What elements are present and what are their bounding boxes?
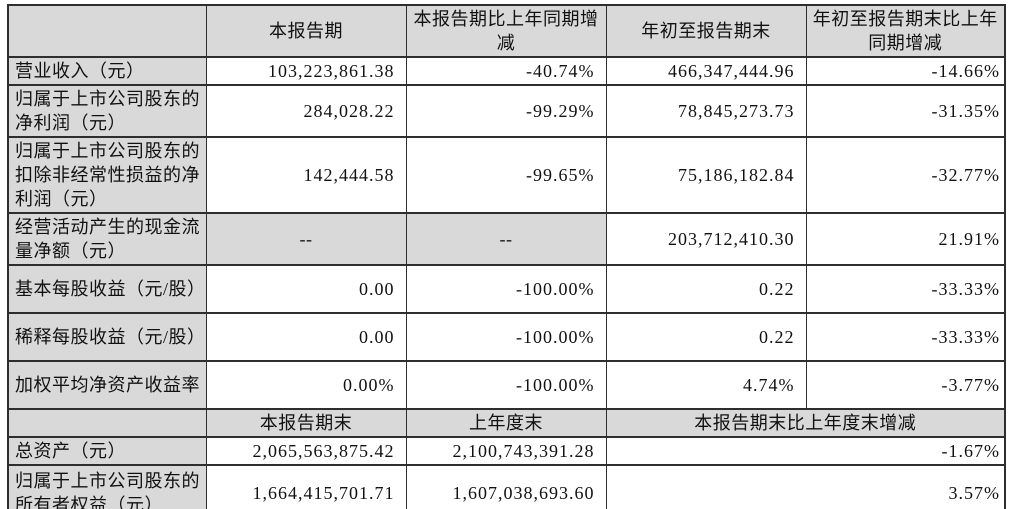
col-header-prior-year-end: 上年度末 — [405, 408, 607, 438]
row-label: 基本每股收益（元/股） — [7, 264, 207, 314]
table-row: 归属于上市公司股东的扣除非经常性损益的净利润（元） 142,444.58 -99… — [7, 136, 1006, 214]
table-row: 经营活动产生的现金流量净额（元） -- -- 203,712,410.30 21… — [7, 212, 1006, 266]
table-row: 稀释每股收益（元/股） 0.00 -100.00% 0.22 -33.33% — [7, 312, 1006, 362]
row-label: 稀释每股收益（元/股） — [7, 312, 207, 362]
cell-value: 284,028.22 — [205, 84, 407, 138]
cell-not-applicable: -- — [205, 212, 407, 266]
cell-value: 4.74% — [605, 360, 807, 410]
cell-value: 78,845,273.73 — [605, 84, 807, 138]
table-row: 归属于上市公司股东的净利润（元） 284,028.22 -99.29% 78,8… — [7, 84, 1006, 138]
cell-value: 2,065,563,875.42 — [205, 436, 407, 466]
financial-summary-table: 本报告期 本报告期比上年同期增减 年初至报告期末 年初至报告期末比上年同期增减 … — [7, 4, 1006, 509]
cell-value: 21.91% — [805, 212, 1006, 266]
header-row-period: 本报告期 本报告期比上年同期增减 年初至报告期末 年初至报告期末比上年同期增减 — [7, 4, 1006, 58]
cell-value: -3.77% — [805, 360, 1006, 410]
cell-value: 75,186,182.84 — [605, 136, 807, 214]
table-row: 归属于上市公司股东的所有者权益（元） 1,664,415,701.71 1,60… — [7, 464, 1006, 509]
cell-value: 103,223,861.38 — [205, 56, 407, 86]
cell-not-applicable: -- — [405, 212, 607, 266]
table-row: 加权平均净资产收益率 0.00% -100.00% 4.74% -3.77% — [7, 360, 1006, 410]
col-header-period-end-change: 本报告期末比上年度末增减 — [605, 408, 1006, 438]
col-header-ytd-change: 年初至报告期末比上年同期增减 — [805, 4, 1006, 58]
cell-value: 1,607,038,693.60 — [405, 464, 607, 509]
col-header-ytd: 年初至报告期末 — [605, 4, 807, 58]
cell-value: 0.22 — [605, 312, 807, 362]
cell-value: 0.22 — [605, 264, 807, 314]
cell-value: -33.33% — [805, 264, 1006, 314]
col-header-current-period-change: 本报告期比上年同期增减 — [405, 4, 607, 58]
row-label: 归属于上市公司股东的扣除非经常性损益的净利润（元） — [7, 136, 207, 214]
row-label: 经营活动产生的现金流量净额（元） — [7, 212, 207, 266]
cell-value: 466,347,444.96 — [605, 56, 807, 86]
cell-value: -33.33% — [805, 312, 1006, 362]
cell-value: 0.00% — [205, 360, 407, 410]
cell-value: -99.65% — [405, 136, 607, 214]
cell-value: 0.00 — [205, 264, 407, 314]
row-label: 归属于上市公司股东的净利润（元） — [7, 84, 207, 138]
table-row: 基本每股收益（元/股） 0.00 -100.00% 0.22 -33.33% — [7, 264, 1006, 314]
corner-cell — [7, 408, 207, 438]
cell-value: 0.00 — [205, 312, 407, 362]
row-label: 归属于上市公司股东的所有者权益（元） — [7, 464, 207, 509]
cell-value: -100.00% — [405, 264, 607, 314]
corner-cell — [7, 4, 207, 58]
table-row: 总资产（元） 2,065,563,875.42 2,100,743,391.28… — [7, 436, 1006, 466]
col-header-current-period: 本报告期 — [205, 4, 407, 58]
cell-value: -14.66% — [805, 56, 1006, 86]
cell-value: -32.77% — [805, 136, 1006, 214]
cell-value: 3.57% — [605, 464, 1006, 509]
row-label: 营业收入（元） — [7, 56, 207, 86]
cell-value: -31.35% — [805, 84, 1006, 138]
cell-value: 2,100,743,391.28 — [405, 436, 607, 466]
col-header-period-end: 本报告期末 — [205, 408, 407, 438]
header-row-yearend: 本报告期末 上年度末 本报告期末比上年度末增减 — [7, 408, 1006, 438]
row-label: 总资产（元） — [7, 436, 207, 466]
cell-value: 203,712,410.30 — [605, 212, 807, 266]
cell-value: 1,664,415,701.71 — [205, 464, 407, 509]
cell-value: -99.29% — [405, 84, 607, 138]
cell-value: -1.67% — [605, 436, 1006, 466]
cell-value: 142,444.58 — [205, 136, 407, 214]
table-row: 营业收入（元） 103,223,861.38 -40.74% 466,347,4… — [7, 56, 1006, 86]
cell-value: -100.00% — [405, 360, 607, 410]
cell-value: -40.74% — [405, 56, 607, 86]
row-label: 加权平均净资产收益率 — [7, 360, 207, 410]
cell-value: -100.00% — [405, 312, 607, 362]
